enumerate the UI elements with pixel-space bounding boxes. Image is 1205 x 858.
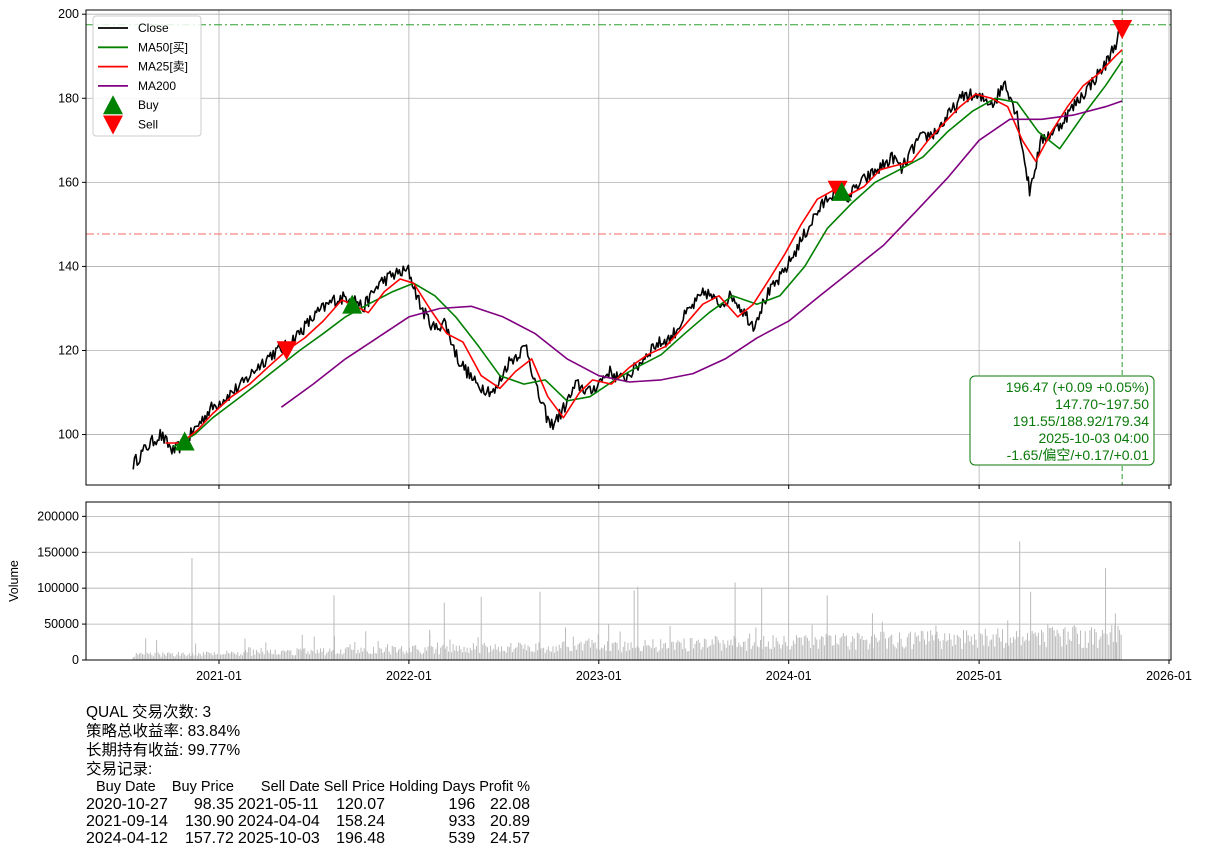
report-line: 策略总收益率: 83.84% (86, 723, 241, 740)
sell-marker (276, 341, 297, 361)
sell-marker (1112, 20, 1133, 39)
volume-x-ticks: 2021-01 2022-01 2023-01 2024-01 2025-01 2026-… (196, 660, 1192, 683)
trade-table-cell: 196 (448, 796, 476, 813)
volume-y-axis-label: Volume (7, 560, 21, 602)
trade-table-cell: 539 (448, 830, 476, 847)
price-grid (86, 10, 1171, 485)
trade-table-column-header: Buy Price (171, 779, 234, 795)
trade-table-cell: 2020-10-27 (86, 796, 168, 813)
price-y-tick-label: 140 (58, 259, 79, 273)
trade-table-cell: 2024-04-04 (237, 813, 320, 830)
trade-table-column-header: Profit % (479, 779, 531, 795)
trade-table-cell: 157.72 (184, 830, 234, 847)
annotation-line: -1.65/偏空/+0.17/+0.01 (1007, 447, 1150, 463)
legend-swatch-buy (103, 95, 123, 115)
report-summary: QUAL 交易次数: 3 策略总收益率: 83.84% 长期持有收益: 99.77%… (86, 703, 534, 779)
price-y-tick-label: 200 (58, 7, 79, 21)
status-annotation: 196.47 (+0.09 +0.05%)147.70~197.50191.55… (969, 375, 1155, 466)
legend-swatch-sell (103, 115, 123, 135)
volume-y-ticks: 0 50000 100000 150000 200000 (37, 509, 86, 667)
series-line-ma200 (280, 100, 1123, 408)
annotation-line: 147.70~197.50 (1055, 396, 1149, 412)
legend-box (92, 15, 202, 137)
annotation-line: 191.55/188.92/179.34 (1013, 413, 1149, 429)
buy-marker (342, 294, 363, 314)
annotation-line: 196.47 (+0.09 +0.05%) (1006, 379, 1149, 395)
table-row: 2021-09-14 130.90 2024-04-04 158.24 933 20.89 (86, 813, 534, 830)
series-line-ma25 (165, 49, 1123, 444)
trade-markers (174, 20, 1133, 451)
buy-marker (831, 181, 852, 201)
legend-label: Sell (138, 118, 158, 132)
legend-label: MA200 (138, 79, 176, 93)
trade-table-column-header: Buy Date (96, 779, 156, 795)
legend-label: Close (138, 21, 169, 35)
trade-table-column-header: Holding Days (389, 779, 476, 795)
annotation-line: 2025-10-03 04:00 (1038, 430, 1149, 446)
volume-grid (86, 502, 1171, 661)
annotation-box (969, 375, 1155, 466)
table-row: 2024-04-12 157.72 2025-10-03 196.48 539 24.57 (86, 830, 534, 847)
volume-y-tick-label: 100000 (37, 581, 79, 595)
price-y-tick-label: 100 (58, 428, 79, 442)
trade-table-cell: 22.08 (489, 796, 531, 813)
price-panel: 100 120 140 160 180 200 Close MA50[买] MA25[卖] MA… (58, 7, 1172, 489)
trade-table-cell: 196.48 (336, 830, 385, 847)
series-line-ma50 (172, 60, 1123, 448)
trade-table-cell: 933 (448, 813, 476, 830)
price-y-tick-label: 120 (58, 343, 79, 357)
volume-y-tick-label: 200000 (37, 509, 79, 523)
report-line: 交易记录: (86, 761, 153, 778)
trade-table-body: 2020-10-27 98.35 2021-05-11 120.07 196 22.08 2… (86, 796, 534, 847)
trade-report: QUAL 交易次数: 3 策略总收益率: 83.84% 长期持有收益: 99.77%… (86, 703, 534, 847)
legend: Close MA50[买] MA25[卖] MA200 Buy Sell (92, 15, 202, 137)
volume-x-tick-label: 2023-01 (576, 669, 622, 683)
trade-table-cell: 98.35 (193, 796, 234, 813)
volume-x-tick-label: 2026-01 (1146, 669, 1192, 683)
legend-label: Buy (138, 98, 159, 112)
legend-label: MA50[买] (138, 40, 188, 54)
trade-table-cell: 158.24 (336, 813, 385, 830)
trade-table-cell: 2021-09-14 (86, 813, 168, 830)
volume-x-tick-label: 2025-01 (956, 669, 1002, 683)
volume-x-tick-label: 2022-01 (386, 669, 432, 683)
trade-table-cell: 2021-05-11 (237, 796, 319, 813)
volume-plot-frame (85, 501, 1172, 661)
buy-marker (174, 431, 195, 451)
report-line: QUAL 交易次数: 3 (86, 704, 212, 721)
trade-table-cell: 20.89 (489, 813, 531, 830)
volume-x-tick-label: 2024-01 (766, 669, 812, 683)
price-y-tick-label: 180 (58, 91, 79, 105)
trade-table-header: Buy Date Buy Price Sell Date Sell Price Hold… (86, 779, 534, 796)
legend-label: MA25[卖] (138, 60, 188, 74)
price-x-ticks (218, 485, 1170, 489)
trade-table-column-header: Sell Price (323, 779, 385, 795)
trade-table: Buy Date Buy Price Sell Date Sell Price Hold… (86, 779, 534, 847)
volume-y-tick-label: 150000 (37, 545, 79, 559)
report-line: 长期持有收益: 99.77% (86, 742, 241, 759)
trade-table-cell: 120.07 (336, 796, 385, 813)
charts-canvas: 100 120 140 160 180 200 Close MA50[买] MA25[卖] MA… (7, 7, 1192, 683)
price-y-tick-label: 160 (58, 175, 79, 189)
trade-table-cell: 24.57 (489, 830, 531, 847)
trade-table-cell: 2024-04-12 (86, 830, 168, 847)
trade-table-cell: 2025-10-03 (237, 830, 320, 847)
volume-y-tick-label: 50000 (44, 617, 79, 631)
trade-table-column-header: Sell Date (260, 779, 320, 795)
price-series (132, 27, 1123, 470)
series-line-close (132, 27, 1123, 470)
price-y-ticks: 100 120 140 160 180 200 (58, 7, 86, 442)
trade-table-cell: 130.90 (184, 813, 234, 830)
table-row: 2020-10-27 98.35 2021-05-11 120.07 196 22.08 (86, 796, 534, 813)
price-plot-frame (85, 9, 1172, 486)
volume-y-tick-label: 0 (72, 653, 79, 667)
volume-bars (132, 541, 1122, 660)
volume-x-tick-label: 2021-01 (196, 669, 242, 683)
